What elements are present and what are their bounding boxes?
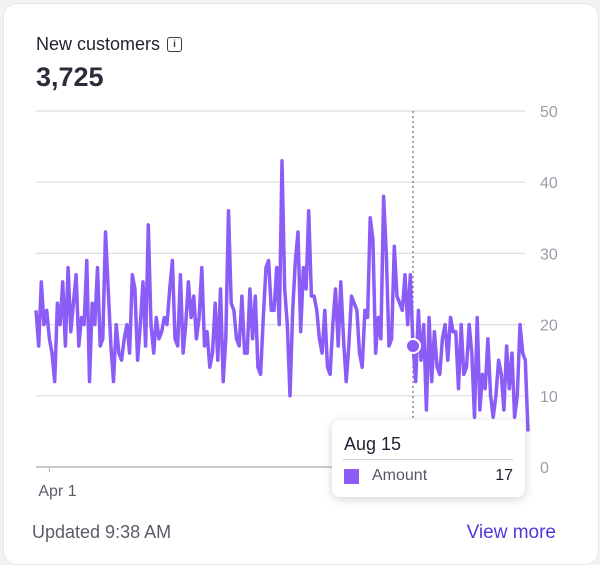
y-tick-label: 40 — [540, 175, 558, 192]
view-more-link[interactable]: View more — [467, 522, 556, 544]
tooltip-divider — [343, 459, 513, 460]
y-tick-label: 50 — [540, 104, 558, 121]
y-tick-label: 20 — [540, 318, 558, 335]
series-swatch — [344, 469, 359, 484]
y-tick-label: 10 — [540, 389, 558, 406]
chart-tooltip: Aug 15 Amount 17 — [332, 420, 525, 497]
highlight-point — [406, 339, 420, 353]
tooltip-series-label: Amount — [372, 467, 427, 485]
updated-timestamp: Updated 9:38 AM — [32, 522, 171, 543]
x-tick-label: Apr 1 — [38, 483, 76, 500]
y-tick-label: 0 — [540, 460, 549, 477]
tooltip-value: 17 — [495, 467, 513, 485]
y-tick-label: 30 — [540, 246, 558, 263]
series-line-amount — [36, 161, 528, 432]
tooltip-date: Aug 15 — [344, 434, 401, 455]
